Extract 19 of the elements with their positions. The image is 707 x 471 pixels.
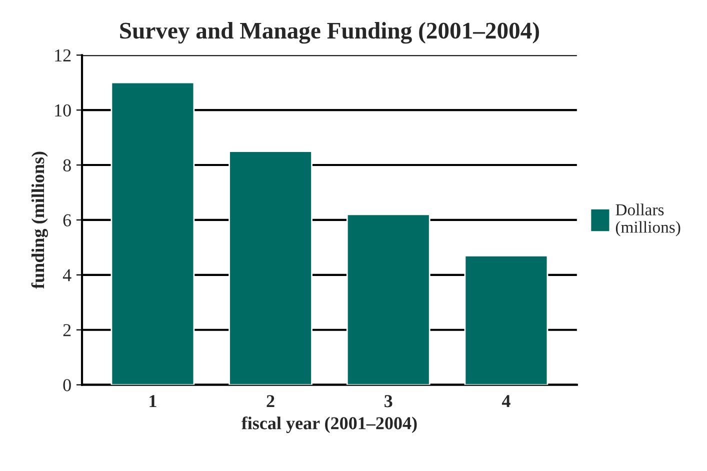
bar xyxy=(110,82,195,385)
bar xyxy=(464,254,548,385)
x-axis-title: fiscal year (2001–2004) xyxy=(242,416,417,434)
legend-label: Dollars (millions) xyxy=(616,204,680,236)
x-tick-label: 1 xyxy=(150,395,156,408)
y-axis-title: funding (millions) xyxy=(31,152,48,289)
y-tick-label: 0 xyxy=(63,379,71,392)
x-tick-label: 2 xyxy=(266,395,274,408)
y-tick-label: 10 xyxy=(55,104,71,116)
y-tick-label: 8 xyxy=(63,159,71,172)
y-tick-label: 4 xyxy=(62,269,72,282)
chart-title: Survey and Manage Funding (2001–2004) xyxy=(120,22,539,44)
y-tick-label: 2 xyxy=(63,324,71,336)
x-tick-label: 4 xyxy=(502,395,510,408)
bar xyxy=(346,214,430,385)
bar xyxy=(228,150,312,385)
y-tick-label: 6 xyxy=(63,214,72,226)
y-tick-label: 12 xyxy=(55,49,71,62)
x-tick-label: 3 xyxy=(384,395,392,408)
